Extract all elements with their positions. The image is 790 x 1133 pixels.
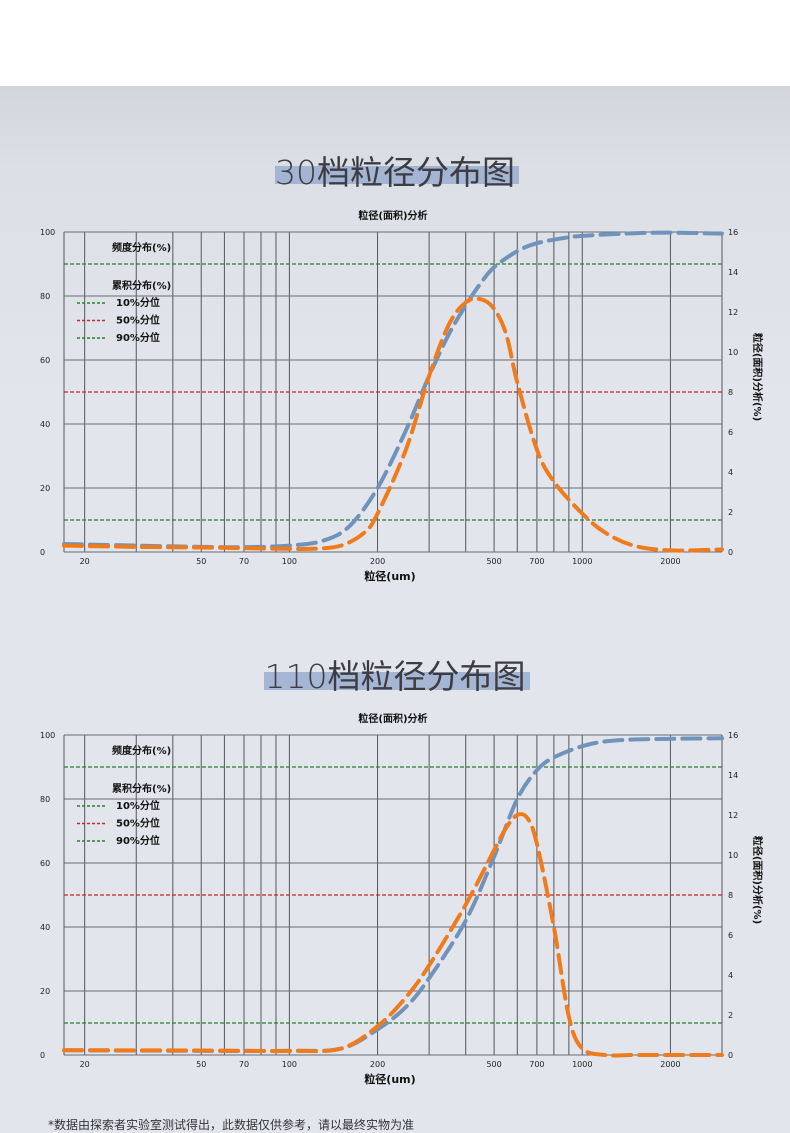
- legend-item-label: 90%分位: [116, 834, 160, 847]
- y2-axis-label: 粒径(面积)分析(%): [751, 836, 764, 924]
- legend-item-label: 10%分位: [116, 296, 160, 309]
- x-tick-label: 70: [239, 557, 249, 566]
- y2-tick-label: 6: [728, 428, 733, 437]
- x-axis-label: 粒径(um): [364, 1072, 415, 1086]
- y-tick-label: 20: [40, 987, 50, 996]
- y-tick-label: 80: [40, 292, 50, 301]
- y2-tick-label: 0: [728, 548, 733, 557]
- section-title: 30档粒径分布图: [0, 146, 790, 194]
- x-axis-label: 粒径(um): [364, 569, 415, 583]
- x-tick-label: 2000: [660, 1060, 680, 1069]
- section-title-highlight: [275, 166, 519, 184]
- y2-tick-label: 14: [728, 771, 738, 780]
- y2-tick-label: 2: [728, 508, 733, 517]
- footnote: *数据由探索者实验室测试得出，此数据仅供参考，请以最终实物为准: [48, 1118, 415, 1132]
- x-tick-label: 50: [196, 1060, 206, 1069]
- x-tick-label: 1000: [572, 1060, 592, 1069]
- top-white-band: [0, 0, 790, 86]
- y-tick-label: 0: [40, 548, 45, 557]
- y-tick-label: 100: [40, 731, 55, 740]
- legend-item-label: 90%分位: [116, 331, 160, 344]
- y2-tick-label: 4: [728, 468, 733, 477]
- y-tick-label: 0: [40, 1051, 45, 1060]
- x-tick-label: 200: [370, 1060, 385, 1069]
- frequency-distribution-line: [62, 812, 724, 1058]
- section-title-text: 110档粒径分布图: [264, 657, 526, 696]
- x-tick-label: 20: [80, 557, 90, 566]
- y-tick-label: 60: [40, 859, 50, 868]
- chart-title: 粒径(面积)分析: [358, 209, 427, 222]
- y-tick-label: 40: [40, 923, 50, 932]
- legend-heading: 频度分布(%): [112, 241, 171, 254]
- section-title: 110档粒径分布图: [0, 650, 790, 698]
- legend-heading: 累积分布(%): [112, 279, 171, 292]
- legend-item-label: 10%分位: [116, 799, 160, 812]
- legend-item-label: 50%分位: [116, 817, 160, 830]
- y2-tick-label: 8: [728, 891, 733, 900]
- y2-tick-label: 12: [728, 811, 738, 820]
- y2-tick-label: 6: [728, 931, 733, 940]
- y2-tick-label: 4: [728, 971, 733, 980]
- frequency-distribution-line: [62, 296, 724, 553]
- y2-tick-label: 10: [728, 851, 738, 860]
- y-tick-label: 80: [40, 795, 50, 804]
- y2-tick-label: 12: [728, 308, 738, 317]
- legend-heading: 频度分布(%): [112, 744, 171, 757]
- x-tick-label: 100: [282, 1060, 297, 1069]
- page-background: [0, 86, 790, 1133]
- x-tick-label: 200: [370, 557, 385, 566]
- y2-tick-label: 0: [728, 1051, 733, 1060]
- legend-heading: 累积分布(%): [112, 782, 171, 795]
- x-tick-label: 50: [196, 557, 206, 566]
- y-tick-label: 40: [40, 420, 50, 429]
- x-tick-label: 500: [486, 557, 501, 566]
- y2-tick-label: 14: [728, 268, 738, 277]
- x-tick-label: 100: [282, 557, 297, 566]
- y2-tick-label: 8: [728, 388, 733, 397]
- section-title-highlight: [264, 672, 530, 690]
- legend-item-label: 50%分位: [116, 314, 160, 327]
- y2-tick-label: 16: [728, 228, 738, 237]
- x-tick-label: 700: [529, 557, 544, 566]
- y-tick-label: 20: [40, 484, 50, 493]
- x-tick-label: 20: [80, 1060, 90, 1069]
- y2-tick-label: 10: [728, 348, 738, 357]
- y2-tick-label: 16: [728, 731, 738, 740]
- x-tick-label: 700: [529, 1060, 544, 1069]
- cumulative-distribution-line: [62, 230, 724, 550]
- x-tick-label: 500: [486, 1060, 501, 1069]
- chart-title: 粒径(面积)分析: [358, 712, 427, 725]
- section-title-text: 30档粒径分布图: [275, 153, 515, 192]
- x-tick-label: 1000: [572, 557, 592, 566]
- y2-axis-label: 粒径(面积)分析(%): [751, 333, 764, 421]
- x-tick-label: 70: [239, 1060, 249, 1069]
- x-tick-label: 2000: [660, 557, 680, 566]
- y-tick-label: 60: [40, 356, 50, 365]
- y2-tick-label: 2: [728, 1011, 733, 1020]
- y-tick-label: 100: [40, 228, 55, 237]
